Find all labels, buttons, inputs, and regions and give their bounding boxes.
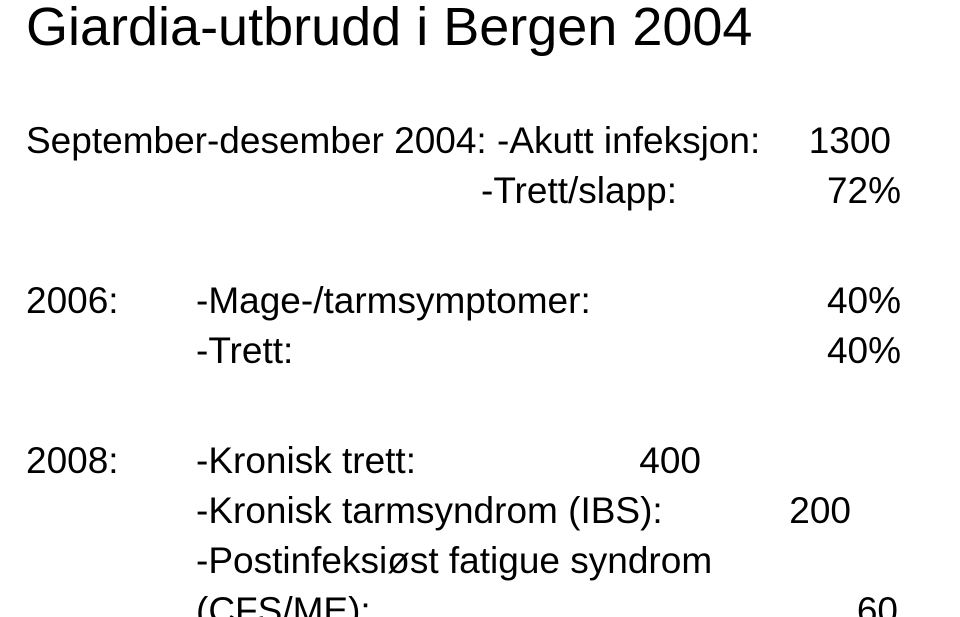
block-2006: 2006: -Mage-/tarmsymptomer: 40% -Trett: … bbox=[26, 276, 934, 376]
label-ibs: -Kronisk tarmsyndrom (IBS): bbox=[196, 486, 756, 536]
label-trett-slapp: -Trett/slapp: bbox=[481, 166, 771, 216]
block-2004: September-desember 2004: -Akutt infeksjo… bbox=[26, 116, 934, 216]
slide-page: Giardia-utbrudd i Bergen 2004 September-… bbox=[0, 0, 960, 617]
row-postinf-fatigue-1: -Postinfeksiøst fatigue syndrom bbox=[26, 536, 934, 586]
row-ibs: -Kronisk tarmsyndrom (IBS): 200 bbox=[26, 486, 934, 536]
page-title: Giardia-utbrudd i Bergen 2004 bbox=[26, 0, 934, 54]
value-trett-slapp: 72% bbox=[771, 166, 901, 216]
label-postinf-fatigue: -Postinfeksiøst fatigue syndrom bbox=[196, 536, 896, 586]
row-kronisk-trett: 2008: -Kronisk trett: 400 bbox=[26, 436, 934, 486]
value-kronisk-trett: 400 bbox=[606, 436, 701, 486]
year-2008: 2008: bbox=[26, 436, 196, 486]
value-trett-2006: 40% bbox=[776, 326, 901, 376]
row-akutt-infeksjon: September-desember 2004: -Akutt infeksjo… bbox=[26, 116, 934, 166]
row-trett-2006: -Trett: 40% bbox=[26, 326, 934, 376]
label-mage-tarm: -Mage-/tarmsymptomer: bbox=[196, 276, 776, 326]
row-cfs-me: (CFS/ME): 60 bbox=[26, 586, 934, 617]
label-cfs-me: (CFS/ME): bbox=[196, 586, 828, 617]
value-akutt-infeksjon: 1300 bbox=[781, 116, 891, 166]
value-cfs-me: 60 bbox=[828, 586, 898, 617]
row-mage-tarm: 2006: -Mage-/tarmsymptomer: 40% bbox=[26, 276, 934, 326]
block-2008: 2008: -Kronisk trett: 400 -Kronisk tarms… bbox=[26, 436, 934, 617]
row-trett-slapp: -Trett/slapp: 72% bbox=[26, 166, 934, 216]
label-akutt-infeksjon: September-desember 2004: -Akutt infeksjo… bbox=[26, 116, 781, 166]
label-trett-2006: -Trett: bbox=[196, 326, 776, 376]
year-2006: 2006: bbox=[26, 276, 196, 326]
value-mage-tarm: 40% bbox=[776, 276, 901, 326]
value-ibs: 200 bbox=[756, 486, 851, 536]
label-kronisk-trett: -Kronisk trett: bbox=[196, 436, 606, 486]
